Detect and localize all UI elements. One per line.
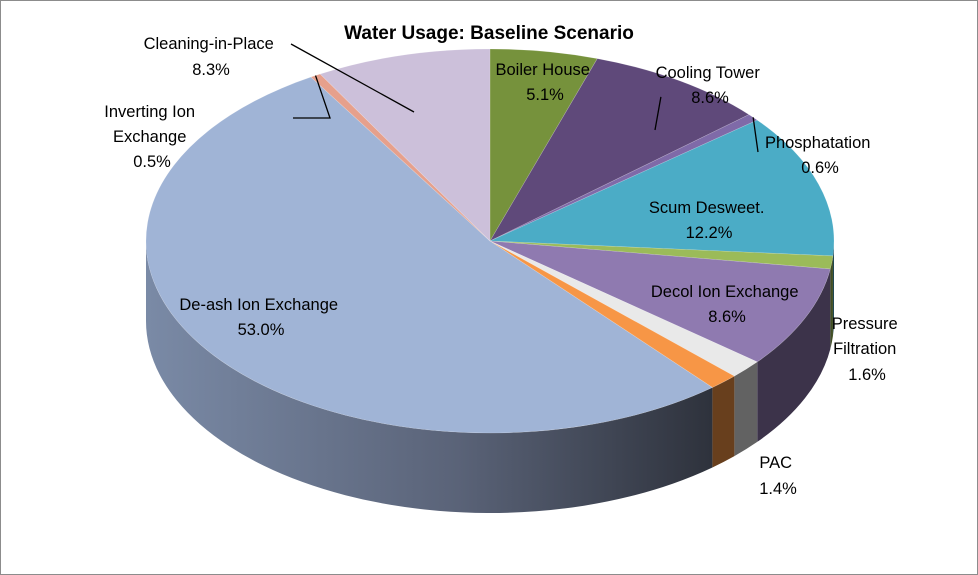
leader-line-cleaning-in-place bbox=[290, 43, 415, 113]
slice-side-pac bbox=[712, 376, 735, 468]
slice-de-ash-ion-exchange bbox=[145, 76, 714, 434]
label-inverting-ion-exchange: Inverting Ion Exchange 0.5% bbox=[104, 103, 199, 171]
label-decol-ion-exchange: Decol Ion Exchange 8.6% bbox=[651, 283, 803, 326]
leader-line-inverting-ion-exchange bbox=[293, 75, 331, 119]
slice-pressure-filtration bbox=[489, 240, 758, 377]
slice-decol-ion-exchange bbox=[489, 240, 831, 363]
slice-side-scum-desweet bbox=[832, 241, 834, 336]
label-pressure-filtration: Pressure Filtration 1.6% bbox=[832, 315, 903, 384]
slice-pac bbox=[489, 240, 735, 388]
label-cleaning-in-place: Cleaning-in-Place 8.3% bbox=[144, 35, 279, 79]
slice-unlabeled bbox=[489, 240, 834, 270]
leader-line-phosphatation bbox=[752, 117, 759, 153]
leader-line-cooling-tower bbox=[654, 96, 662, 131]
label-scum-desweet: Scum Desweet. 12.2% bbox=[649, 199, 769, 242]
label-cooling-tower: Cooling Tower 8.6% bbox=[656, 64, 765, 107]
slice-boiler-house bbox=[489, 48, 598, 243]
leader-lines bbox=[290, 43, 759, 153]
slice-cleaning-in-place bbox=[319, 48, 491, 242]
label-boiler-house: Boiler House 5.1% bbox=[495, 61, 594, 104]
slice-scum-desweet bbox=[489, 119, 835, 257]
slice-side-de-ash-ion-exchange bbox=[146, 241, 713, 513]
label-pac: PAC 1.4% bbox=[759, 454, 797, 498]
label-de-ash-ion-exchange: De-ash Ion Exchange 53.0% bbox=[179, 296, 342, 339]
slice-side-pressure-filtration bbox=[734, 361, 758, 457]
slice-cooling-tower bbox=[489, 58, 750, 242]
pie-sides bbox=[146, 241, 834, 513]
slice-side-unlabeled bbox=[830, 255, 833, 349]
pie-slices bbox=[145, 48, 835, 434]
slice-side-decol-ion-exchange bbox=[757, 268, 831, 442]
chart-title: Water Usage: Baseline Scenario bbox=[344, 23, 634, 44]
label-phosphatation: Phosphatation 0.6% bbox=[765, 134, 875, 177]
